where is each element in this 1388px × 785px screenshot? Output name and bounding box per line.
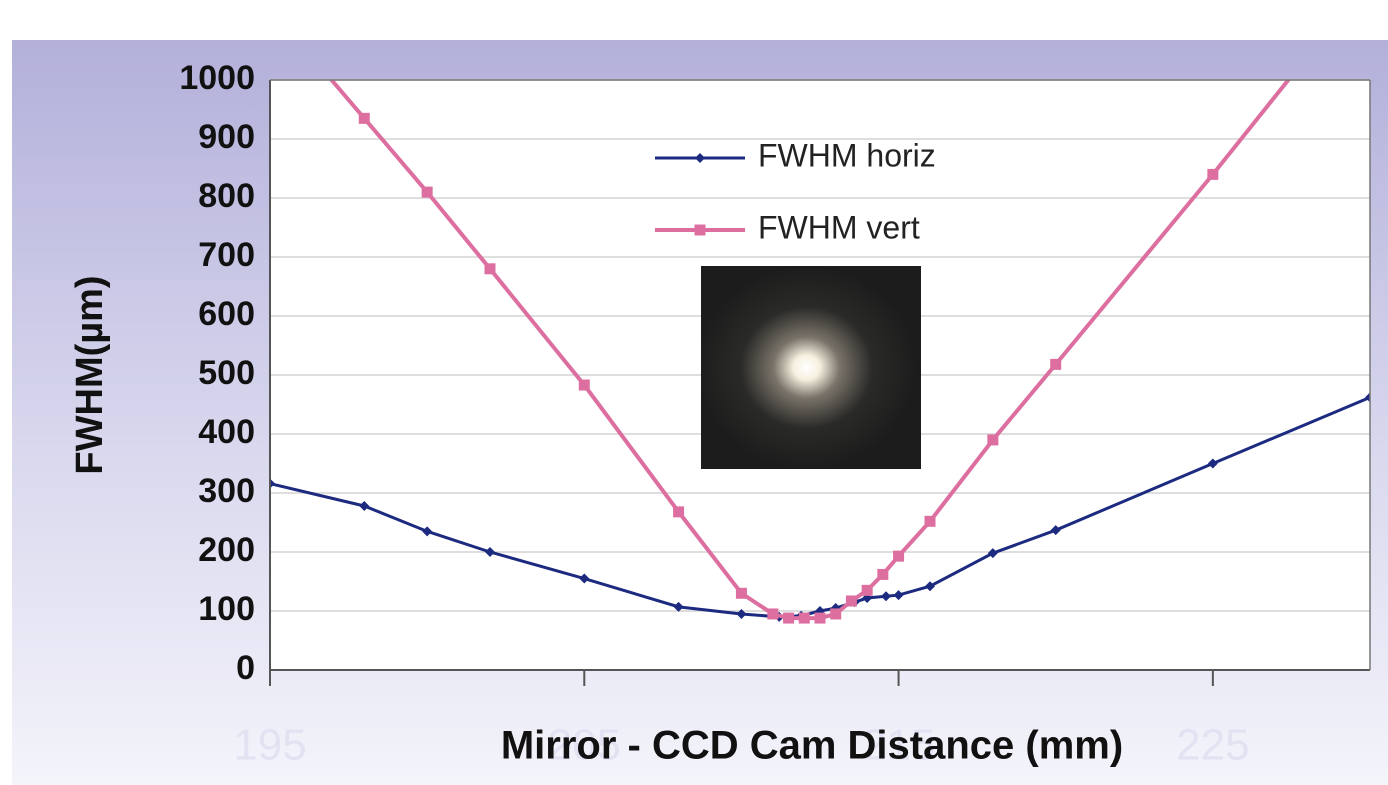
marker	[877, 569, 888, 580]
marker	[579, 380, 590, 391]
marker	[862, 585, 873, 596]
marker	[695, 225, 706, 236]
page: {"chart_data": {"type": "line", "x_label…	[0, 0, 1388, 785]
marker	[987, 434, 998, 445]
marker	[736, 588, 747, 599]
y-tick-label: 400	[198, 413, 255, 451]
y-tick-label: 100	[198, 590, 255, 628]
marker	[1207, 169, 1218, 180]
y-tick-label: 900	[198, 118, 255, 156]
y-tick-label: 500	[198, 354, 255, 392]
marker	[783, 613, 794, 624]
y-tick-label: 200	[198, 531, 255, 569]
marker	[846, 595, 857, 606]
y-tick-label: 700	[198, 236, 255, 274]
marker	[1050, 359, 1061, 370]
marker	[799, 613, 810, 624]
marker	[893, 551, 904, 562]
marker	[767, 608, 778, 619]
y-tick-label: 1000	[179, 59, 255, 97]
marker	[830, 608, 841, 619]
inset-image	[701, 266, 921, 469]
x-tick-label: 225	[1176, 721, 1249, 770]
marker	[359, 113, 370, 124]
x-axis-title: Mirror - CCD Cam Distance (mm)	[501, 724, 1123, 768]
marker	[815, 613, 826, 624]
chart: 195205215225 Mirror - CCD Cam Distance (…	[0, 0, 1388, 785]
marker	[422, 187, 433, 198]
marker	[673, 506, 684, 517]
y-tick-label: 800	[198, 177, 255, 215]
marker	[925, 516, 936, 527]
y-tick-label: 0	[236, 649, 255, 687]
y-axis-title: FWHM(µm)	[69, 275, 111, 474]
y-tick-label: 300	[198, 472, 255, 510]
marker	[485, 263, 496, 274]
legend-label: FWHM horiz	[758, 137, 936, 173]
legend-label: FWHM vert	[758, 209, 920, 245]
x-tick-label: 195	[233, 721, 306, 770]
y-tick-label: 600	[198, 295, 255, 333]
